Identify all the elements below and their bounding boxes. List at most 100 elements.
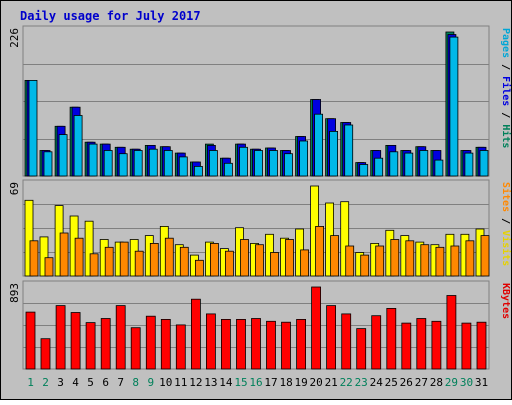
- day-label-25: 25: [385, 376, 398, 389]
- bar-pages-day-15: [239, 146, 248, 177]
- bar-sites-day-6: [104, 246, 114, 277]
- bar-sites-day-8: [134, 250, 144, 277]
- bar-sites-day-2: [44, 257, 54, 277]
- bar-sites-day-21: [330, 235, 340, 277]
- bar-sites-day-14: [224, 250, 234, 277]
- day-label-10: 10: [159, 376, 172, 389]
- day-label-17: 17: [264, 376, 277, 389]
- chart-title: Daily usage for July 2017: [20, 9, 201, 23]
- bar-pages-day-26: [404, 152, 414, 177]
- bar-sites-day-12: [194, 259, 204, 277]
- panel-visits-sites: 69 Sites / Visits: [8, 179, 512, 277]
- bar-kbytes-day-2: [40, 338, 51, 370]
- bar-kbytes-day-6: [100, 318, 111, 370]
- bar-pages-day-21: [329, 130, 339, 177]
- day-label-13: 13: [204, 376, 217, 389]
- bar-sites-day-31: [480, 235, 490, 277]
- bar-kbytes-day-23: [356, 328, 367, 370]
- day-label-3: 3: [57, 376, 64, 389]
- bar-kbytes-day-24: [371, 315, 382, 370]
- day-label-7: 7: [117, 376, 124, 389]
- y-max-label: 226: [8, 28, 21, 48]
- bar-pages-day-3: [58, 134, 68, 177]
- bar-kbytes-day-1: [25, 311, 36, 370]
- legend-part: Visits: [500, 230, 512, 266]
- day-label-12: 12: [189, 376, 202, 389]
- panel-hits-files-pages: 226 Pages / Files / Hits: [8, 25, 512, 177]
- day-label-6: 6: [102, 376, 109, 389]
- bar-sites-day-5: [89, 253, 99, 277]
- bar-pages-day-28: [434, 159, 444, 177]
- day-label-15: 15: [234, 376, 247, 389]
- legend-part: Pages: [500, 28, 511, 58]
- bar-sites-day-17: [270, 252, 279, 277]
- bar-kbytes-day-31: [476, 321, 487, 370]
- bar-sites-day-26: [405, 240, 415, 277]
- bar-pages-day-10: [163, 150, 173, 177]
- bar-kbytes-day-13: [205, 313, 216, 370]
- legend-part: /: [500, 106, 511, 124]
- series-legend: KBytes: [500, 283, 511, 319]
- day-label-30: 30: [460, 376, 473, 389]
- bar-pages-day-20: [314, 113, 324, 177]
- day-label-21: 21: [325, 376, 338, 389]
- bar-pages-day-4: [73, 115, 83, 177]
- day-label-29: 29: [445, 376, 458, 389]
- bar-kbytes-day-30: [461, 322, 472, 370]
- bar-pages-day-30: [464, 152, 474, 177]
- day-label-1: 1: [27, 376, 34, 389]
- legend-part: /: [500, 212, 511, 230]
- bar-kbytes-day-17: [266, 320, 276, 370]
- bar-kbytes-day-22: [341, 313, 352, 370]
- bar-pages-day-31: [479, 150, 489, 177]
- day-label-14: 14: [219, 376, 233, 389]
- bar-kbytes-day-7: [115, 305, 126, 370]
- bar-pages-day-2: [43, 151, 53, 177]
- bar-sites-day-22: [345, 245, 355, 277]
- bar-kbytes-day-4: [70, 312, 81, 370]
- bar-sites-day-13: [209, 242, 219, 277]
- day-label-19: 19: [294, 376, 307, 389]
- day-label-20: 20: [309, 376, 322, 389]
- bar-kbytes-day-11: [175, 324, 186, 370]
- bar-sites-day-18: [285, 239, 294, 277]
- bar-sites-day-20: [315, 225, 325, 277]
- day-label-24: 24: [370, 376, 384, 389]
- bar-kbytes-day-8: [130, 327, 141, 370]
- bar-pages-day-27: [419, 150, 429, 177]
- bar-pages-day-16: [254, 150, 263, 177]
- bar-kbytes-day-10: [160, 318, 171, 370]
- legend-part: Hits: [500, 124, 512, 148]
- legend-part: Files: [500, 76, 512, 106]
- day-label-31: 31: [475, 376, 488, 389]
- day-label-2: 2: [42, 376, 49, 389]
- legend-part: KBytes: [500, 283, 511, 319]
- series-legend: Sites / Visits: [500, 182, 512, 266]
- bar-kbytes-day-15: [236, 318, 246, 370]
- bar-kbytes-day-3: [55, 305, 66, 370]
- bar-sites-day-4: [74, 237, 84, 277]
- y-max-label: 893: [8, 283, 21, 303]
- bar-pages-day-11: [178, 156, 188, 177]
- bar-kbytes-day-29: [446, 295, 457, 370]
- y-max-label: 69: [8, 182, 21, 195]
- day-label-18: 18: [279, 376, 292, 389]
- bar-pages-day-5: [88, 143, 98, 177]
- bar-sites-day-15: [240, 239, 249, 277]
- series-legend: Pages / Files / Hits: [500, 28, 512, 148]
- bar-kbytes-day-20: [311, 286, 322, 370]
- bar-pages-day-25: [389, 151, 399, 177]
- day-label-27: 27: [415, 376, 428, 389]
- bar-pages-day-1: [28, 80, 38, 177]
- bar-visits-day-22: [340, 201, 350, 277]
- panel-kbytes: 893 KBytes: [8, 280, 511, 370]
- bar-sites-day-25: [390, 239, 400, 277]
- bar-sites-day-30: [465, 240, 475, 277]
- bar-visits-day-1: [24, 199, 34, 277]
- day-label-4: 4: [72, 376, 79, 389]
- bar-kbytes-day-28: [431, 320, 442, 370]
- bar-pages-day-22: [344, 124, 354, 177]
- bar-sites-day-1: [29, 240, 39, 277]
- bar-pages-day-12: [193, 165, 203, 177]
